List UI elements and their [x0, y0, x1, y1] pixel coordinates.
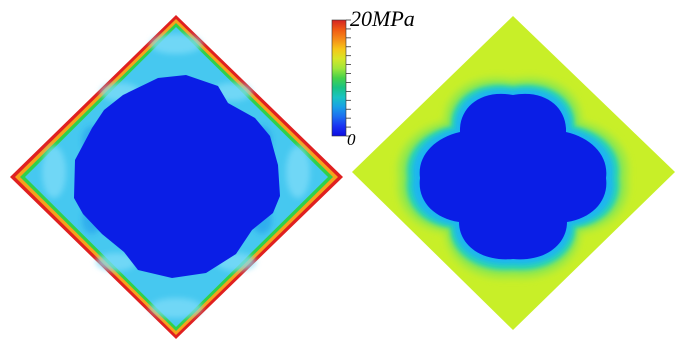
right-low-stress-core	[419, 93, 607, 260]
colorbar-ticks	[346, 19, 351, 137]
texture-patch	[150, 34, 202, 54]
texture-patch	[42, 146, 66, 198]
left-low-stress-core	[74, 75, 280, 278]
right-stress-contour	[352, 16, 675, 330]
texture-patch	[286, 146, 310, 198]
texture-patch	[150, 298, 202, 318]
colorbar-min-label: 0	[347, 130, 356, 149]
texture-patch	[96, 253, 136, 271]
left-stress-contour	[10, 15, 343, 339]
colorbar: 20MPa 0	[331, 6, 415, 149]
colorbar-scale	[331, 19, 347, 137]
colorbar-max-label: 20MPa	[350, 6, 415, 31]
